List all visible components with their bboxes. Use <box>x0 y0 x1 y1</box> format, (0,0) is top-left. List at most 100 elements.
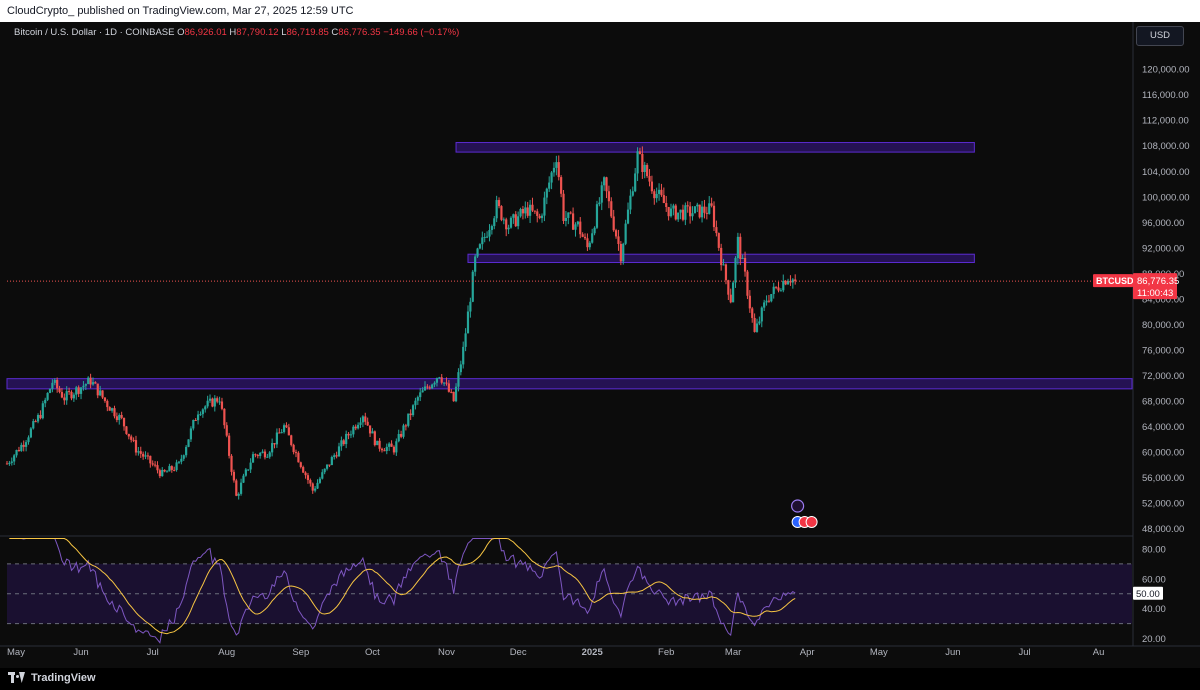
candle-body <box>163 469 166 472</box>
candle-body <box>144 455 147 457</box>
candle-body <box>748 295 751 309</box>
candle-body <box>454 386 458 402</box>
candle-body <box>13 455 16 462</box>
candle-body <box>108 407 111 411</box>
candle-body <box>743 257 747 272</box>
candle-body <box>474 256 477 272</box>
candle-body <box>466 311 470 334</box>
candle-body <box>263 451 267 458</box>
candle-body <box>70 391 73 399</box>
price-axis-label: 100,000.00 <box>1142 192 1190 203</box>
candle-body <box>156 465 159 471</box>
candle-body <box>624 223 627 244</box>
candle-body <box>505 219 508 230</box>
candle-body <box>323 468 326 473</box>
candle-body <box>629 195 632 210</box>
candle-body <box>710 203 713 206</box>
candle-body <box>447 383 450 392</box>
candle-body <box>483 236 486 238</box>
candle-body <box>153 464 157 466</box>
candle-body <box>450 391 453 393</box>
time-axis-label: Jul <box>1018 647 1030 658</box>
candle-body <box>91 382 95 385</box>
price-chart[interactable]: 120,000.00 116,000.00 112,000.00 108,000.00… <box>0 0 1200 668</box>
candle-body <box>777 287 780 291</box>
candle-body <box>775 286 778 288</box>
candle-body <box>139 451 142 454</box>
candle-body <box>65 391 68 401</box>
candle-body <box>130 436 133 440</box>
candle-body <box>598 202 601 205</box>
candle-body <box>318 478 321 483</box>
candle-body <box>481 237 484 245</box>
candle-body <box>502 219 505 221</box>
symbol-info: Bitcoin / U.S. Dollar · 1D · COINBASE O8… <box>14 27 459 38</box>
candle-body <box>583 236 587 239</box>
tradingview-icon <box>8 672 26 684</box>
candle-body <box>550 172 553 183</box>
candle-body <box>758 321 761 324</box>
currency-button[interactable]: USD <box>1136 26 1184 46</box>
candle-body <box>225 425 228 436</box>
candle-body <box>247 469 250 471</box>
candle-body <box>667 206 670 217</box>
candle-body <box>328 464 331 466</box>
candle-body <box>552 167 556 173</box>
candle-body <box>208 398 212 401</box>
candle-body <box>388 443 391 447</box>
candle-body <box>435 378 439 383</box>
candle-body <box>290 435 293 445</box>
candle-body <box>41 403 44 419</box>
candle-body <box>22 444 25 447</box>
candle-body <box>543 197 546 216</box>
candle-body <box>201 409 204 415</box>
candle-body <box>149 455 152 464</box>
candle-body <box>306 475 310 481</box>
support-resistance-zone <box>455 142 975 153</box>
time-axis-label: Apr <box>800 647 815 658</box>
candle-body <box>261 451 264 453</box>
candle-body <box>734 258 737 283</box>
economic-event-icon <box>805 516 818 528</box>
candle-body <box>746 271 749 296</box>
candle-body <box>691 213 694 217</box>
candle-body <box>445 382 448 384</box>
candle-body <box>607 191 611 202</box>
candle-body <box>536 211 539 216</box>
candle-body <box>397 434 400 442</box>
candle-body <box>555 162 558 168</box>
candle-body <box>526 207 529 216</box>
candle-body <box>660 189 663 196</box>
candle-body <box>273 443 276 445</box>
candle-body <box>557 162 560 178</box>
candle-body <box>600 185 603 203</box>
candle-body <box>242 475 245 483</box>
candle-body <box>443 382 446 384</box>
candle-body <box>79 387 83 394</box>
candle-body <box>357 424 360 429</box>
candle-body <box>782 281 785 291</box>
candle-body <box>720 247 723 266</box>
candle-body <box>287 427 290 436</box>
candle-body <box>512 214 515 218</box>
candle-body <box>173 469 176 471</box>
candle-body <box>340 440 343 447</box>
tradingview-logo[interactable]: TradingView <box>8 672 96 684</box>
time-axis-label: Feb <box>658 647 674 658</box>
candle-body <box>662 195 665 204</box>
candle-body <box>211 398 214 407</box>
time-axis-label: May <box>870 647 888 658</box>
candle-body <box>765 300 768 303</box>
candle-body <box>244 469 247 476</box>
candle-body <box>8 462 11 464</box>
candle-body <box>402 425 405 437</box>
candle-body <box>182 455 185 459</box>
candle-body <box>779 290 782 292</box>
candle-body <box>395 441 398 453</box>
candle-body <box>177 461 181 463</box>
candle-body <box>120 414 123 418</box>
candle-body <box>495 200 498 219</box>
candle-body <box>366 421 369 426</box>
rsi-value-text: 50.00 <box>1136 589 1160 600</box>
candle-body <box>10 461 13 463</box>
